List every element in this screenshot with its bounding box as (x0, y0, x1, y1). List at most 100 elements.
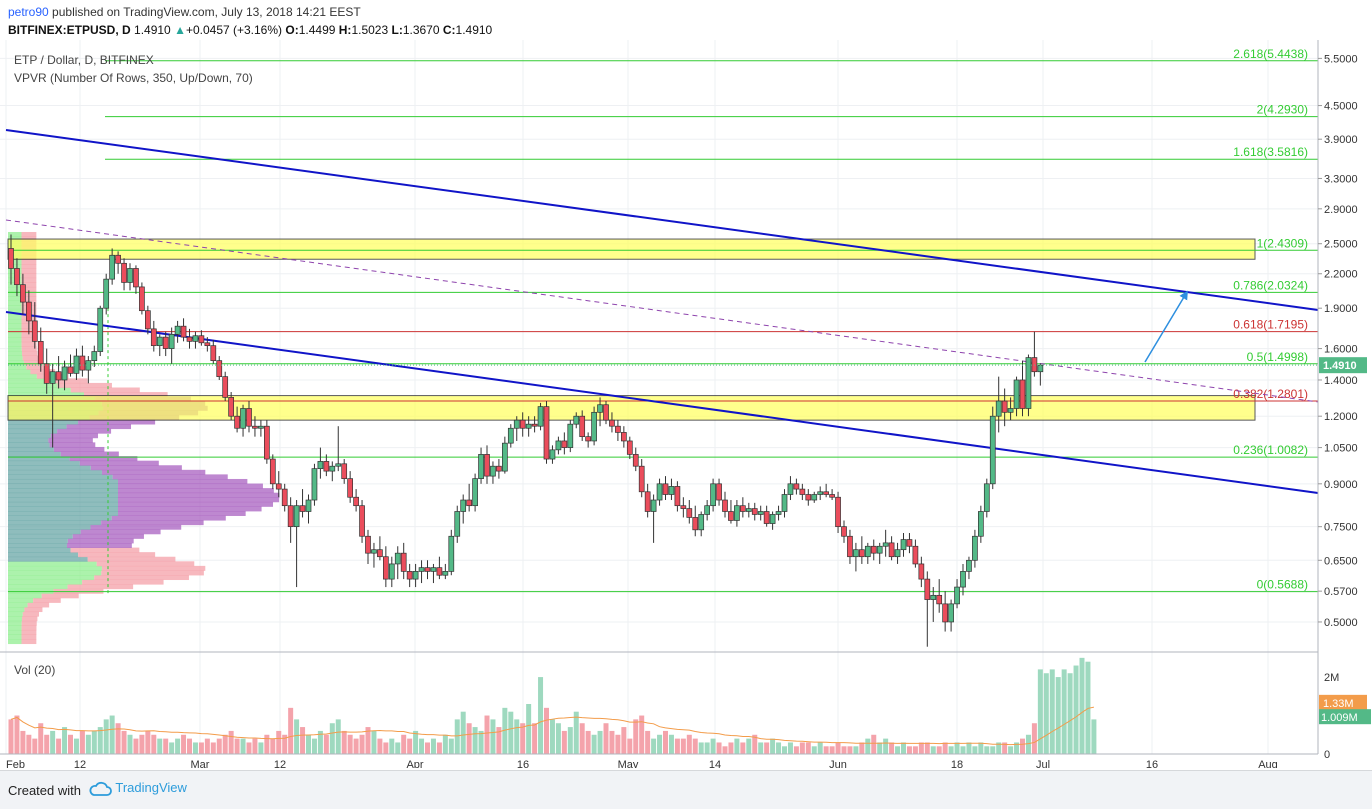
candle-body (67, 366, 74, 374)
vp-row-down (50, 433, 99, 439)
candle-body (228, 397, 234, 417)
candle-body (870, 545, 877, 554)
vp-row-down (118, 501, 274, 507)
candle-body (894, 549, 901, 558)
volume-bar (1091, 719, 1097, 754)
volume-bar (258, 742, 264, 754)
price-change: +0.0457 (+3.16%) (185, 23, 283, 37)
change-up-icon: ▲ (174, 23, 186, 37)
candle-body (91, 351, 98, 361)
volume-bar (20, 730, 26, 754)
vp-row-up (8, 314, 22, 320)
vp-row-up (8, 474, 113, 480)
vp-row-up (8, 451, 61, 457)
candle-body (728, 511, 734, 521)
volume-bar (436, 742, 442, 754)
candle-body (710, 483, 716, 507)
author-link[interactable]: petro90 (8, 5, 49, 19)
candle-body (615, 425, 621, 433)
volume-bar (990, 746, 996, 754)
volume-bar (187, 738, 192, 754)
vp-row-up (8, 510, 118, 516)
volume-bar (817, 742, 823, 754)
candle-body (811, 494, 818, 501)
price-tick-label: 0.7500 (1324, 522, 1358, 534)
volume-bar (960, 746, 966, 754)
candle-body (847, 535, 853, 558)
volume-bar (936, 746, 942, 754)
candle-body (8, 248, 14, 269)
vp-row-up (8, 556, 88, 562)
candle-body (543, 406, 550, 460)
volume-bar (466, 723, 472, 754)
candle-body (168, 333, 175, 349)
high-label: H: (338, 23, 352, 37)
price-tick-label: 0.5000 (1324, 617, 1358, 629)
candle-body (954, 586, 960, 605)
price-chart[interactable]: 2.618(5.4438) 2(4.2930) 1.618(3.5816) 1(2.4… (0, 40, 1372, 771)
candle-body (829, 494, 835, 498)
volume-bar (859, 742, 865, 754)
candle-body (1001, 400, 1008, 413)
candle-body (1031, 357, 1038, 373)
vp-row-up (8, 492, 118, 498)
price-axis[interactable]: 5.5000 4.5000 3.9000 3.3000 2.9000 2.5000 2.20… (8, 40, 1372, 761)
created-with: Created with (8, 783, 81, 798)
candle-body (73, 355, 80, 374)
price-tick-label: 2.2000 (1324, 269, 1358, 281)
volume-bar (335, 719, 341, 754)
volume-bar (85, 734, 91, 754)
candle-body (626, 440, 633, 455)
volume-bar (1031, 723, 1037, 754)
chart-title: ETP / Dollar, D, BITFINEX (14, 53, 154, 67)
dashed-trendline (5, 219, 1319, 403)
low-value: 1.3670 (402, 23, 440, 37)
upper-trendline (5, 129, 1319, 311)
candle-body (472, 478, 478, 507)
volume-bar (359, 734, 365, 754)
candle-body (454, 511, 461, 537)
chart-area[interactable]: 2.618(5.4438) 2(4.2930) 1.618(3.5816) 1(2.4… (0, 40, 1372, 771)
volume-bar (425, 742, 430, 754)
vp-row-down (101, 565, 206, 571)
time-axis[interactable]: Feb 12 Mar 12 Apr 16 May 14 Jun 18 Jul 16 Aug (0, 753, 1318, 771)
candle-body (734, 505, 740, 521)
candle-body (192, 335, 199, 342)
candle-body (644, 491, 651, 512)
vp-row-down (78, 552, 156, 558)
volume-last-label: 1.009M (1321, 712, 1358, 724)
volume-bar (895, 746, 901, 754)
candle-body (365, 535, 371, 554)
vp-row-up (8, 607, 25, 613)
volume-bar (1067, 673, 1073, 754)
candle-body (222, 376, 229, 398)
candle-body (502, 442, 508, 472)
candlesticks (8, 234, 1044, 647)
candle-body (252, 425, 258, 429)
candle-body (275, 483, 282, 490)
volume-bar (151, 734, 157, 754)
candle-body (26, 301, 32, 322)
price-zone (7, 395, 1256, 421)
volume-bar (347, 734, 353, 754)
volume-bar (401, 734, 407, 754)
volume-bar (103, 719, 109, 754)
tradingview-brand[interactable]: TradingView (88, 780, 187, 797)
candle-body (745, 508, 752, 512)
vp-row-up (8, 428, 58, 434)
volume-ma-tag (1319, 694, 1367, 710)
candle-body (841, 526, 847, 537)
candle-body (519, 419, 526, 429)
volume-bar (924, 742, 930, 754)
vp-row-down (21, 273, 37, 279)
chart-header: petro90 published on TradingView.com, Ju… (0, 0, 1372, 40)
volume-bar (79, 730, 85, 754)
candle-body (436, 567, 443, 576)
volume-bar (407, 738, 413, 754)
volume-bar (163, 738, 169, 754)
vp-row-up (8, 300, 22, 306)
candle-body (109, 254, 116, 280)
price-tick-label: 0.5700 (1324, 586, 1358, 598)
candle-body (424, 567, 431, 572)
candle-body (680, 505, 687, 509)
